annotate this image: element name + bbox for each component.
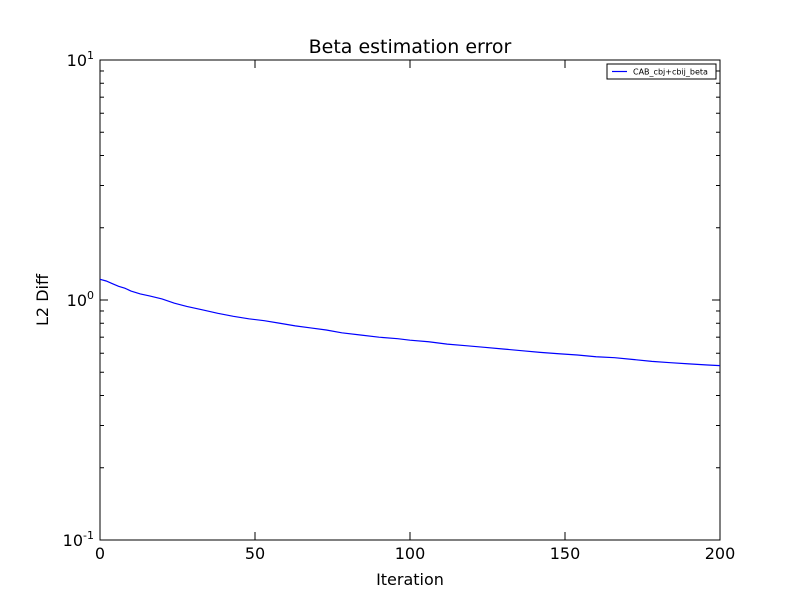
x-axis-label: Iteration	[376, 570, 444, 589]
y-tick-label: 100	[67, 289, 94, 310]
x-tick-label: 50	[245, 544, 265, 563]
y-tick-label: 10-1	[63, 529, 94, 550]
legend-box	[606, 63, 717, 80]
legend-label: CAB_cbj+cbij_beta	[633, 68, 708, 77]
x-tick-label: 100	[395, 544, 426, 563]
chart-title: Beta estimation error	[309, 36, 512, 58]
y-tick-label: 101	[67, 49, 94, 70]
x-tick-label: 0	[95, 544, 105, 563]
legend: CAB_cbj+cbij_beta	[606, 63, 717, 80]
x-tick-label: 200	[705, 544, 736, 563]
series-layer	[99, 278, 721, 367]
y-axis-label: L2 Diff	[33, 273, 52, 326]
series-line	[99, 278, 721, 367]
plot-area	[99, 59, 721, 541]
axis-ticks: 0 50 100 150 200 10-1 100 101	[63, 49, 736, 563]
plot-frame	[99, 59, 721, 541]
x-tick-label: 150	[550, 544, 581, 563]
